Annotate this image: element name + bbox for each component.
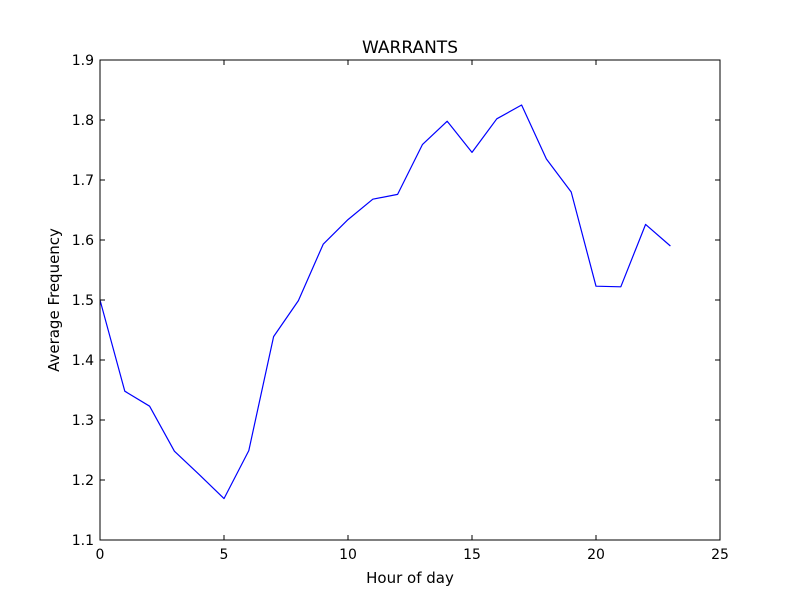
x-tick-label: 15 xyxy=(463,547,481,563)
data-point xyxy=(520,103,524,107)
data-point xyxy=(321,242,325,246)
y-tick-label: 1.1 xyxy=(72,533,94,549)
y-tick-label: 1.4 xyxy=(72,353,94,369)
data-point xyxy=(346,218,350,222)
data-point xyxy=(495,117,499,121)
data-point xyxy=(247,449,251,453)
data-point xyxy=(594,284,598,288)
data-point xyxy=(470,150,474,154)
data-point xyxy=(644,222,648,226)
y-tick-label: 1.9 xyxy=(72,53,94,69)
data-point xyxy=(272,335,276,339)
y-tick-label: 1.2 xyxy=(72,473,94,489)
series-line xyxy=(99,104,671,500)
data-point xyxy=(420,143,424,147)
data-point xyxy=(123,389,127,393)
y-tick-label: 1.6 xyxy=(72,233,94,249)
data-point xyxy=(172,449,176,453)
data-point xyxy=(296,299,300,303)
data-point xyxy=(544,157,548,161)
x-tick-label: 10 xyxy=(339,547,357,563)
y-tick-label: 1.7 xyxy=(72,173,94,189)
x-axis-label: Hour of day xyxy=(366,569,454,587)
data-point xyxy=(197,473,201,477)
x-tick-label: 5 xyxy=(220,547,229,563)
x-tick-label: 25 xyxy=(711,547,729,563)
data-point xyxy=(619,285,623,289)
data-point xyxy=(371,197,375,201)
y-tick-label: 1.5 xyxy=(72,293,94,309)
x-tick-label: 20 xyxy=(587,547,605,563)
data-point xyxy=(396,192,400,196)
data-point xyxy=(569,190,573,194)
plot-area: 0 5 10 15 20 25 1.1 1.2 1.3 1.4 1.5 1.6 1.7 1.8 1.9 xyxy=(72,53,729,563)
chart-title: WARRANTS xyxy=(362,38,458,58)
x-tick-label: 0 xyxy=(96,547,105,563)
data-point xyxy=(668,244,672,248)
data-point xyxy=(148,404,152,408)
y-tick-label: 1.3 xyxy=(72,413,94,429)
y-axis-label: Average Frequency xyxy=(45,228,63,372)
data-point xyxy=(222,497,226,501)
y-tick-label: 1.8 xyxy=(72,113,94,129)
data-point xyxy=(445,119,449,123)
